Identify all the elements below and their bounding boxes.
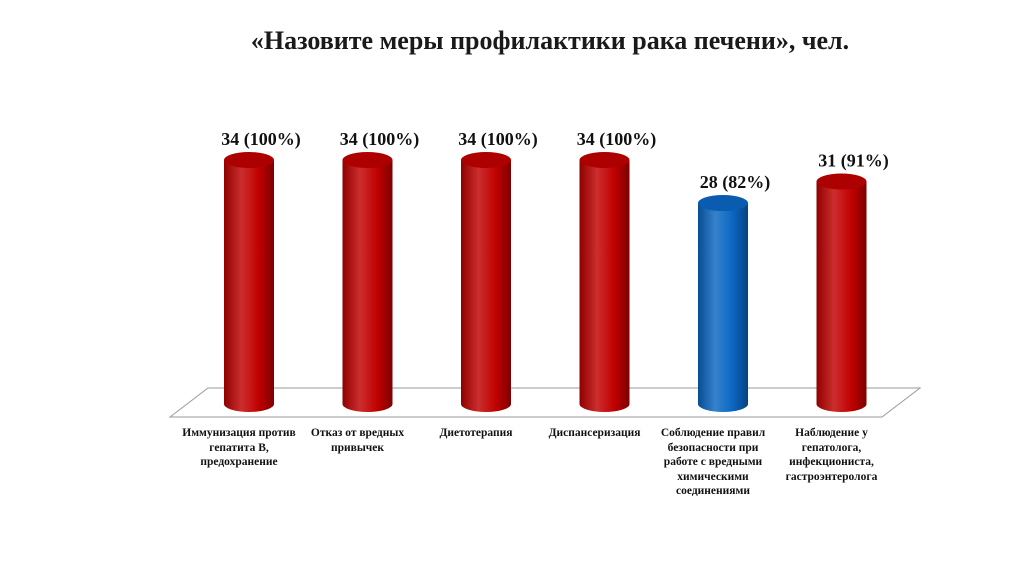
bar-body: [579, 160, 630, 412]
bar-top: [579, 152, 630, 168]
category-label: Наблюдение у гепатолога, инфекциониста, …: [785, 427, 878, 483]
bar-body: [461, 160, 511, 412]
bar-top: [224, 152, 274, 168]
bar-body: [816, 181, 867, 412]
bar-body: [342, 160, 393, 412]
bar-top: [698, 195, 748, 212]
data-label: 31 (91%): [818, 151, 889, 172]
bar: [816, 173, 867, 412]
category-label: Отказ от вредных привычек: [310, 427, 405, 454]
bar-body: [224, 160, 274, 412]
chart-floor: [168, 387, 922, 418]
category-label: Диетотерапия: [439, 427, 513, 439]
bar-body: [698, 203, 748, 412]
data-label: 34 (100%): [340, 129, 420, 150]
chart-title: «Назовите меры профилактики рака печени»…: [250, 26, 850, 55]
bar: [579, 152, 630, 412]
category-label: Соблюдение правил безопасности при работ…: [660, 427, 766, 498]
data-label: 34 (100%): [221, 129, 301, 150]
bar: [342, 152, 393, 412]
data-label: 34 (100%): [577, 129, 657, 150]
category-label: Иммунизация против гепатита В, предохран…: [182, 427, 296, 469]
bar: [224, 152, 274, 412]
data-label: 28 (82%): [700, 172, 771, 193]
bar-top: [461, 152, 511, 168]
bar: [461, 152, 511, 412]
bar: [698, 195, 748, 412]
data-label: 34 (100%): [458, 129, 538, 150]
category-label: Диспансеризация: [548, 427, 641, 439]
bar-top: [816, 173, 867, 190]
bar-top: [342, 152, 393, 168]
